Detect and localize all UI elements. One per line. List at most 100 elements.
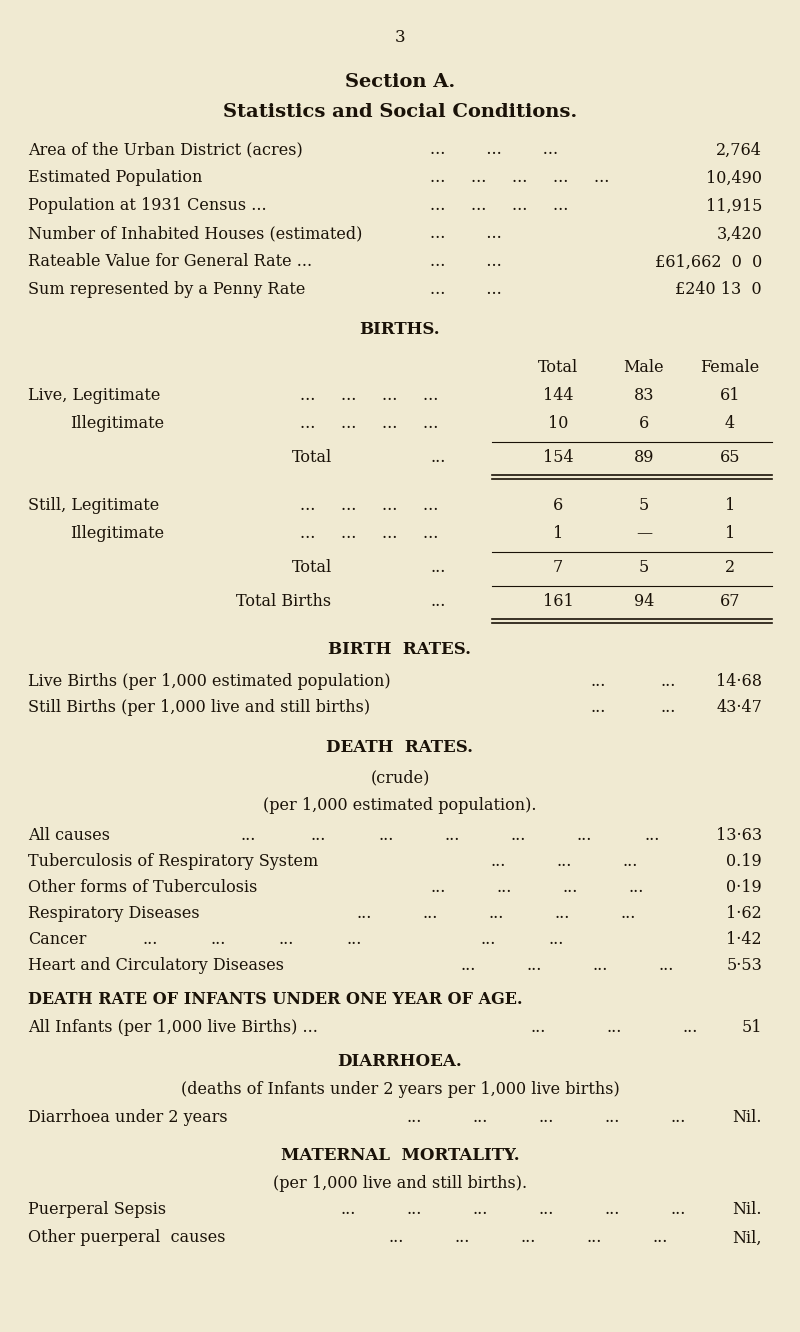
Text: ...: ... [472, 1201, 487, 1219]
Text: ...: ... [340, 1201, 355, 1219]
Text: ...        ...: ... ... [430, 253, 502, 270]
Text: Other forms of Tuberculosis: Other forms of Tuberculosis [28, 879, 258, 896]
Text: Female: Female [700, 360, 760, 377]
Text: Illegitimate: Illegitimate [70, 416, 164, 433]
Text: ...     ...     ...     ...: ... ... ... ... [430, 197, 568, 214]
Text: ...: ... [530, 1019, 546, 1036]
Text: ...: ... [604, 1201, 619, 1219]
Text: ...: ... [422, 906, 438, 923]
Text: ...: ... [604, 1110, 619, 1127]
Text: ...        ...        ...: ... ... ... [430, 141, 558, 159]
Text: MATERNAL  MORTALITY.: MATERNAL MORTALITY. [281, 1147, 519, 1164]
Text: 13·63: 13·63 [716, 827, 762, 844]
Text: 6: 6 [553, 497, 563, 514]
Text: ...: ... [670, 1201, 686, 1219]
Text: (per 1,000 estimated population).: (per 1,000 estimated population). [263, 798, 537, 814]
Text: 5·53: 5·53 [726, 958, 762, 975]
Text: Total: Total [292, 449, 332, 466]
Text: 144: 144 [542, 388, 574, 405]
Text: ...: ... [454, 1229, 470, 1247]
Text: Nil.: Nil. [733, 1201, 762, 1219]
Text: (crude): (crude) [370, 770, 430, 786]
Text: 2: 2 [725, 559, 735, 577]
Text: ...: ... [520, 1229, 535, 1247]
Text: ...: ... [682, 1019, 698, 1036]
Text: 14·68: 14·68 [716, 674, 762, 690]
Text: ...: ... [556, 854, 571, 871]
Text: 94: 94 [634, 594, 654, 610]
Text: ...: ... [472, 1110, 487, 1127]
Text: 0.19: 0.19 [726, 854, 762, 871]
Text: ...: ... [430, 879, 446, 896]
Text: ...: ... [488, 906, 503, 923]
Text: Sum represented by a Penny Rate: Sum represented by a Penny Rate [28, 281, 306, 298]
Text: Cancer: Cancer [28, 931, 86, 948]
Text: ...: ... [210, 931, 226, 948]
Text: ...: ... [548, 931, 563, 948]
Text: ...: ... [490, 854, 506, 871]
Text: ...: ... [628, 879, 643, 896]
Text: ...: ... [460, 958, 475, 975]
Text: 89: 89 [634, 449, 654, 466]
Text: ...: ... [652, 1229, 667, 1247]
Text: Live Births (per 1,000 estimated population): Live Births (per 1,000 estimated populat… [28, 674, 390, 690]
Text: 3: 3 [394, 29, 406, 47]
Text: ...: ... [562, 879, 578, 896]
Text: 1: 1 [725, 497, 735, 514]
Text: 67: 67 [720, 594, 740, 610]
Text: (deaths of Infants under 2 years per 1,000 live births): (deaths of Infants under 2 years per 1,0… [181, 1082, 619, 1099]
Text: ...: ... [622, 854, 638, 871]
Text: ...: ... [346, 931, 362, 948]
Text: ...: ... [620, 906, 635, 923]
Text: BIRTH  RATES.: BIRTH RATES. [329, 642, 471, 658]
Text: —: — [636, 526, 652, 542]
Text: Still, Legitimate: Still, Legitimate [28, 497, 159, 514]
Text: Heart and Circulatory Diseases: Heart and Circulatory Diseases [28, 958, 284, 975]
Text: Section A.: Section A. [345, 73, 455, 91]
Text: Tuberculosis of Respiratory System: Tuberculosis of Respiratory System [28, 854, 318, 871]
Text: ...: ... [430, 559, 446, 577]
Text: Population at 1931 Census ...: Population at 1931 Census ... [28, 197, 266, 214]
Text: 154: 154 [542, 449, 574, 466]
Text: Total Births: Total Births [236, 594, 331, 610]
Text: ...: ... [538, 1201, 554, 1219]
Text: ...: ... [388, 1229, 403, 1247]
Text: Diarrhoea under 2 years: Diarrhoea under 2 years [28, 1110, 228, 1127]
Text: ...: ... [590, 699, 606, 717]
Text: ...: ... [592, 958, 607, 975]
Text: DIARRHOEA.: DIARRHOEA. [338, 1054, 462, 1071]
Text: ...: ... [378, 827, 394, 844]
Text: ...: ... [510, 827, 526, 844]
Text: All Infants (per 1,000 live Births) ...: All Infants (per 1,000 live Births) ... [28, 1019, 318, 1036]
Text: 11,915: 11,915 [706, 197, 762, 214]
Text: 51: 51 [742, 1019, 762, 1036]
Text: ...     ...     ...     ...: ... ... ... ... [300, 416, 438, 433]
Text: 10: 10 [548, 416, 568, 433]
Text: Other puerperal  causes: Other puerperal causes [28, 1229, 226, 1247]
Text: ...        ...: ... ... [430, 225, 502, 242]
Text: 61: 61 [720, 388, 740, 405]
Text: ...: ... [142, 931, 158, 948]
Text: All causes: All causes [28, 827, 110, 844]
Text: Nil,: Nil, [733, 1229, 762, 1247]
Text: ...     ...     ...     ...: ... ... ... ... [300, 388, 438, 405]
Text: 83: 83 [634, 388, 654, 405]
Text: ...     ...     ...     ...     ...: ... ... ... ... ... [430, 169, 610, 186]
Text: ...: ... [538, 1110, 554, 1127]
Text: Rateable Value for General Rate ...: Rateable Value for General Rate ... [28, 253, 312, 270]
Text: ...: ... [480, 931, 495, 948]
Text: Area of the Urban District (acres): Area of the Urban District (acres) [28, 141, 302, 159]
Text: ...: ... [576, 827, 591, 844]
Text: 1: 1 [553, 526, 563, 542]
Text: (per 1,000 live and still births).: (per 1,000 live and still births). [273, 1176, 527, 1192]
Text: ...     ...     ...     ...: ... ... ... ... [300, 526, 438, 542]
Text: Statistics and Social Conditions.: Statistics and Social Conditions. [223, 103, 577, 121]
Text: ...: ... [526, 958, 542, 975]
Text: ...: ... [554, 906, 570, 923]
Text: ...: ... [586, 1229, 602, 1247]
Text: £61,662  0  0: £61,662 0 0 [654, 253, 762, 270]
Text: Number of Inhabited Houses (estimated): Number of Inhabited Houses (estimated) [28, 225, 362, 242]
Text: Total: Total [538, 360, 578, 377]
Text: Respiratory Diseases: Respiratory Diseases [28, 906, 200, 923]
Text: ...: ... [240, 827, 255, 844]
